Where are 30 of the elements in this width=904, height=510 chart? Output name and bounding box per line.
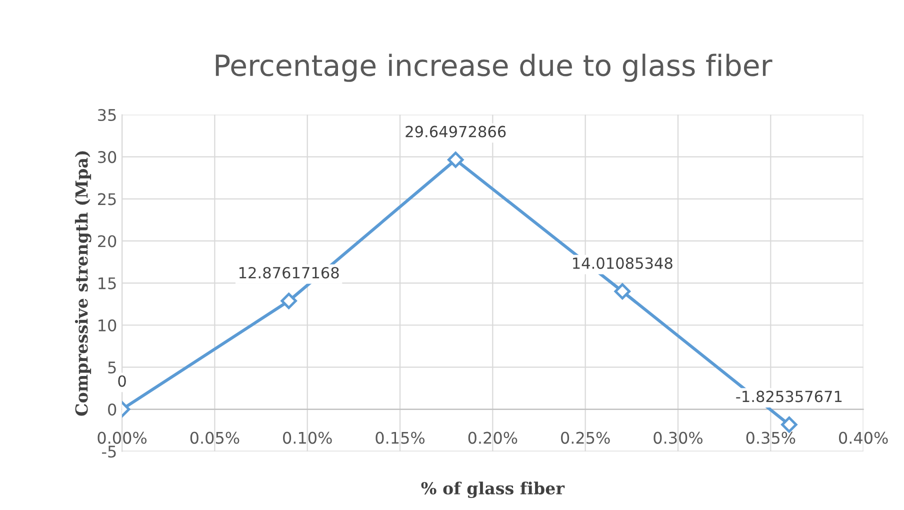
data-label: 12.87617168 xyxy=(239,266,339,279)
x-tick-label: 0.10% xyxy=(283,432,332,444)
y-axis-title: Compressive strength (Mpa) xyxy=(74,151,92,416)
x-tick-label: 0.25% xyxy=(561,432,610,444)
data-label: 29.64972866 xyxy=(406,126,506,138)
point xyxy=(447,152,464,168)
y-tick-label: 20 xyxy=(98,235,116,248)
y-tick-label: 35 xyxy=(98,108,116,122)
x-tick-label: 0.30% xyxy=(654,432,702,444)
y-tick-label: 30 xyxy=(98,151,116,164)
data-label: 0 xyxy=(118,375,126,387)
y-tick-label: -5 xyxy=(102,446,116,458)
y-tick-label: 10 xyxy=(98,319,116,332)
point xyxy=(614,283,631,300)
x-tick-label: 0.00% xyxy=(98,432,147,444)
x-tick-label: 0.35% xyxy=(746,432,796,444)
x-tick-label: 0.05% xyxy=(190,432,240,444)
x-tick-label: 0.15% xyxy=(376,432,425,444)
y-tick-label: 15 xyxy=(98,277,116,290)
x-axis-title: % of glass fiber xyxy=(421,482,565,498)
data-label: 14.01085348 xyxy=(573,257,672,269)
x-tick-label: 0.40% xyxy=(839,432,888,444)
y-tick-label: 0 xyxy=(108,403,116,416)
point xyxy=(781,416,798,433)
x-tick-label: 0.20% xyxy=(468,432,518,444)
point xyxy=(280,292,297,310)
chart-title: Percentage increase due to glass fiber xyxy=(216,54,772,82)
data-label: -1.825357671 xyxy=(736,390,842,402)
y-tick-label: 5 xyxy=(108,362,116,374)
y-tick-label: 25 xyxy=(98,193,116,206)
